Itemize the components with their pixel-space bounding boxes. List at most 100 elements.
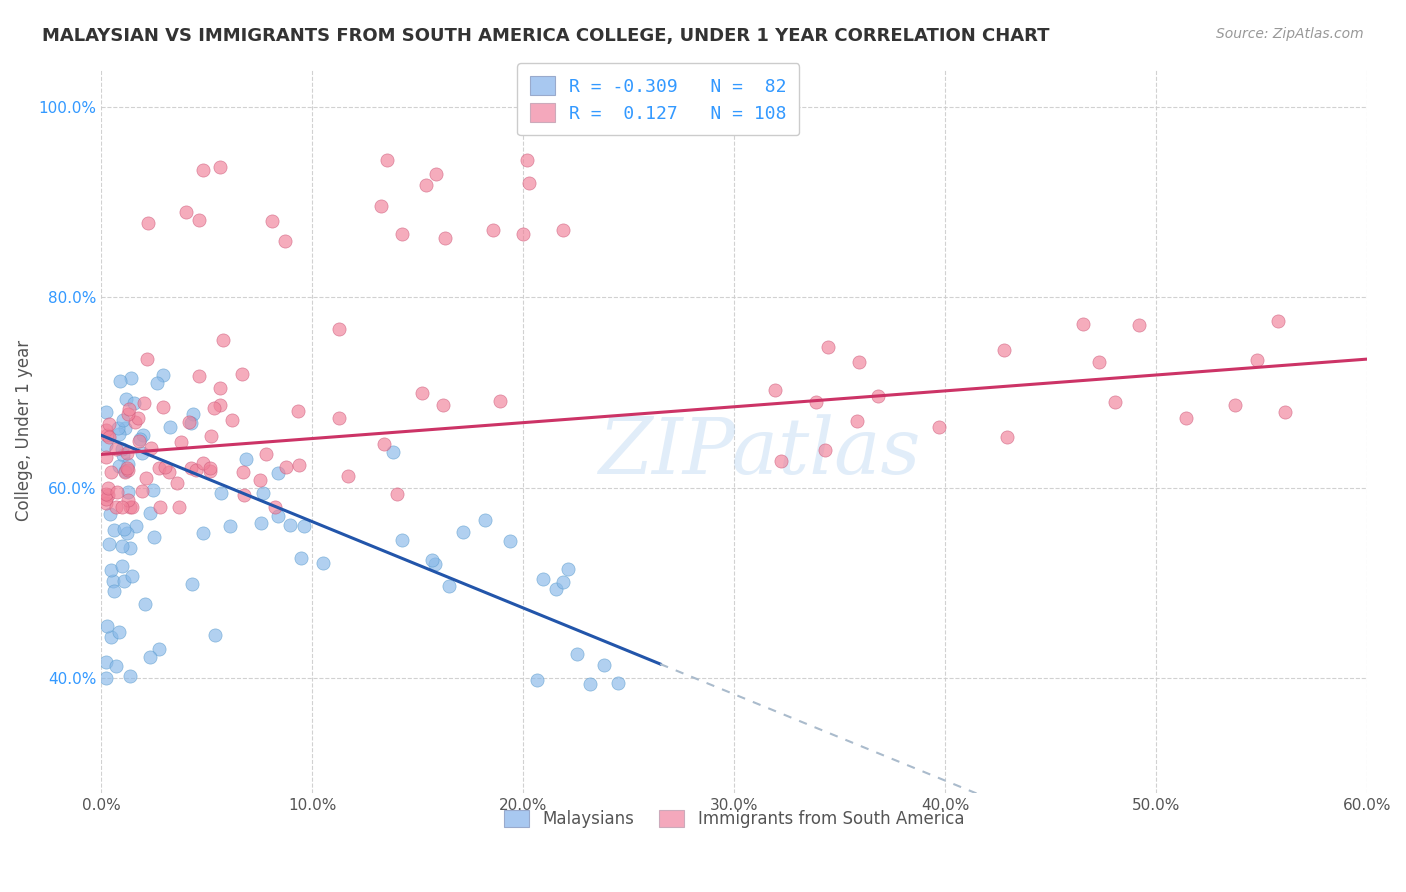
Point (1128, 318, 1150, 332)
Point (97, 417, 120, 432)
Point (180, 460, 202, 475)
Point (439, 579, 461, 593)
Point (579, 677, 602, 691)
Point (391, 227, 413, 241)
Point (191, 525, 214, 540)
Point (94, 487, 117, 501)
Point (132, 427, 155, 442)
Point (94, 655, 117, 669)
Point (200, 429, 222, 443)
Point (117, 485, 139, 500)
Point (997, 430, 1019, 444)
Point (287, 404, 309, 418)
Point (1073, 317, 1095, 331)
Point (148, 500, 170, 514)
Point (391, 533, 413, 548)
Point (111, 442, 134, 457)
Point (103, 584, 125, 599)
Point (112, 574, 135, 589)
Point (117, 407, 139, 421)
Point (219, 518, 242, 533)
Point (139, 441, 162, 455)
Point (482, 223, 505, 237)
Point (155, 460, 177, 475)
Point (328, 322, 350, 336)
Point (94, 438, 117, 452)
Point (267, 466, 290, 480)
Point (110, 500, 132, 514)
Point (94, 496, 117, 510)
Point (252, 485, 274, 500)
Point (451, 525, 474, 540)
Point (848, 354, 870, 368)
Point (111, 539, 134, 553)
Point (526, 673, 548, 688)
Point (100, 630, 122, 644)
Point (311, 556, 333, 570)
Point (146, 376, 169, 390)
Point (260, 214, 283, 228)
Point (278, 518, 301, 533)
Point (208, 398, 231, 412)
Point (184, 463, 207, 477)
Point (231, 367, 253, 381)
Point (993, 343, 1015, 358)
Point (100, 563, 122, 577)
Point (114, 421, 136, 435)
Point (103, 574, 125, 589)
Point (128, 434, 150, 448)
Text: Source: ZipAtlas.com: Source: ZipAtlas.com (1216, 27, 1364, 41)
Point (115, 526, 138, 541)
Point (235, 452, 257, 467)
Point (121, 500, 143, 514)
Point (866, 389, 889, 403)
Point (233, 488, 256, 502)
Point (425, 167, 447, 181)
Point (593, 658, 616, 673)
Point (105, 442, 128, 456)
Point (120, 371, 142, 385)
Point (928, 420, 950, 434)
Point (94, 404, 117, 418)
Point (124, 415, 146, 429)
Point (107, 459, 129, 474)
Point (377, 153, 399, 167)
Point (159, 419, 181, 434)
Point (208, 381, 231, 395)
Point (136, 216, 159, 230)
Point (94, 423, 117, 437)
Point (117, 493, 139, 508)
Point (264, 500, 287, 514)
Point (232, 465, 254, 479)
Point (121, 569, 143, 583)
Point (94, 450, 117, 464)
Point (139, 507, 162, 521)
Point (804, 394, 827, 409)
Point (433, 231, 456, 245)
Point (425, 558, 447, 572)
Point (817, 341, 839, 355)
Point (250, 516, 273, 530)
Point (1246, 352, 1268, 367)
Point (115, 392, 138, 407)
Point (118, 401, 141, 416)
Point (187, 369, 209, 384)
Point (115, 460, 138, 475)
Point (557, 562, 579, 576)
Point (273, 234, 295, 248)
Point (512, 227, 534, 241)
Point (198, 461, 221, 475)
Point (531, 572, 554, 586)
Point (108, 625, 131, 640)
Point (117, 463, 139, 477)
Point (135, 471, 157, 485)
Point (382, 445, 405, 459)
Point (209, 486, 232, 500)
Point (1274, 405, 1296, 419)
Point (814, 443, 837, 458)
Point (174, 205, 197, 219)
Point (188, 213, 211, 227)
Point (170, 434, 193, 449)
Point (98, 507, 121, 521)
Point (411, 386, 433, 401)
